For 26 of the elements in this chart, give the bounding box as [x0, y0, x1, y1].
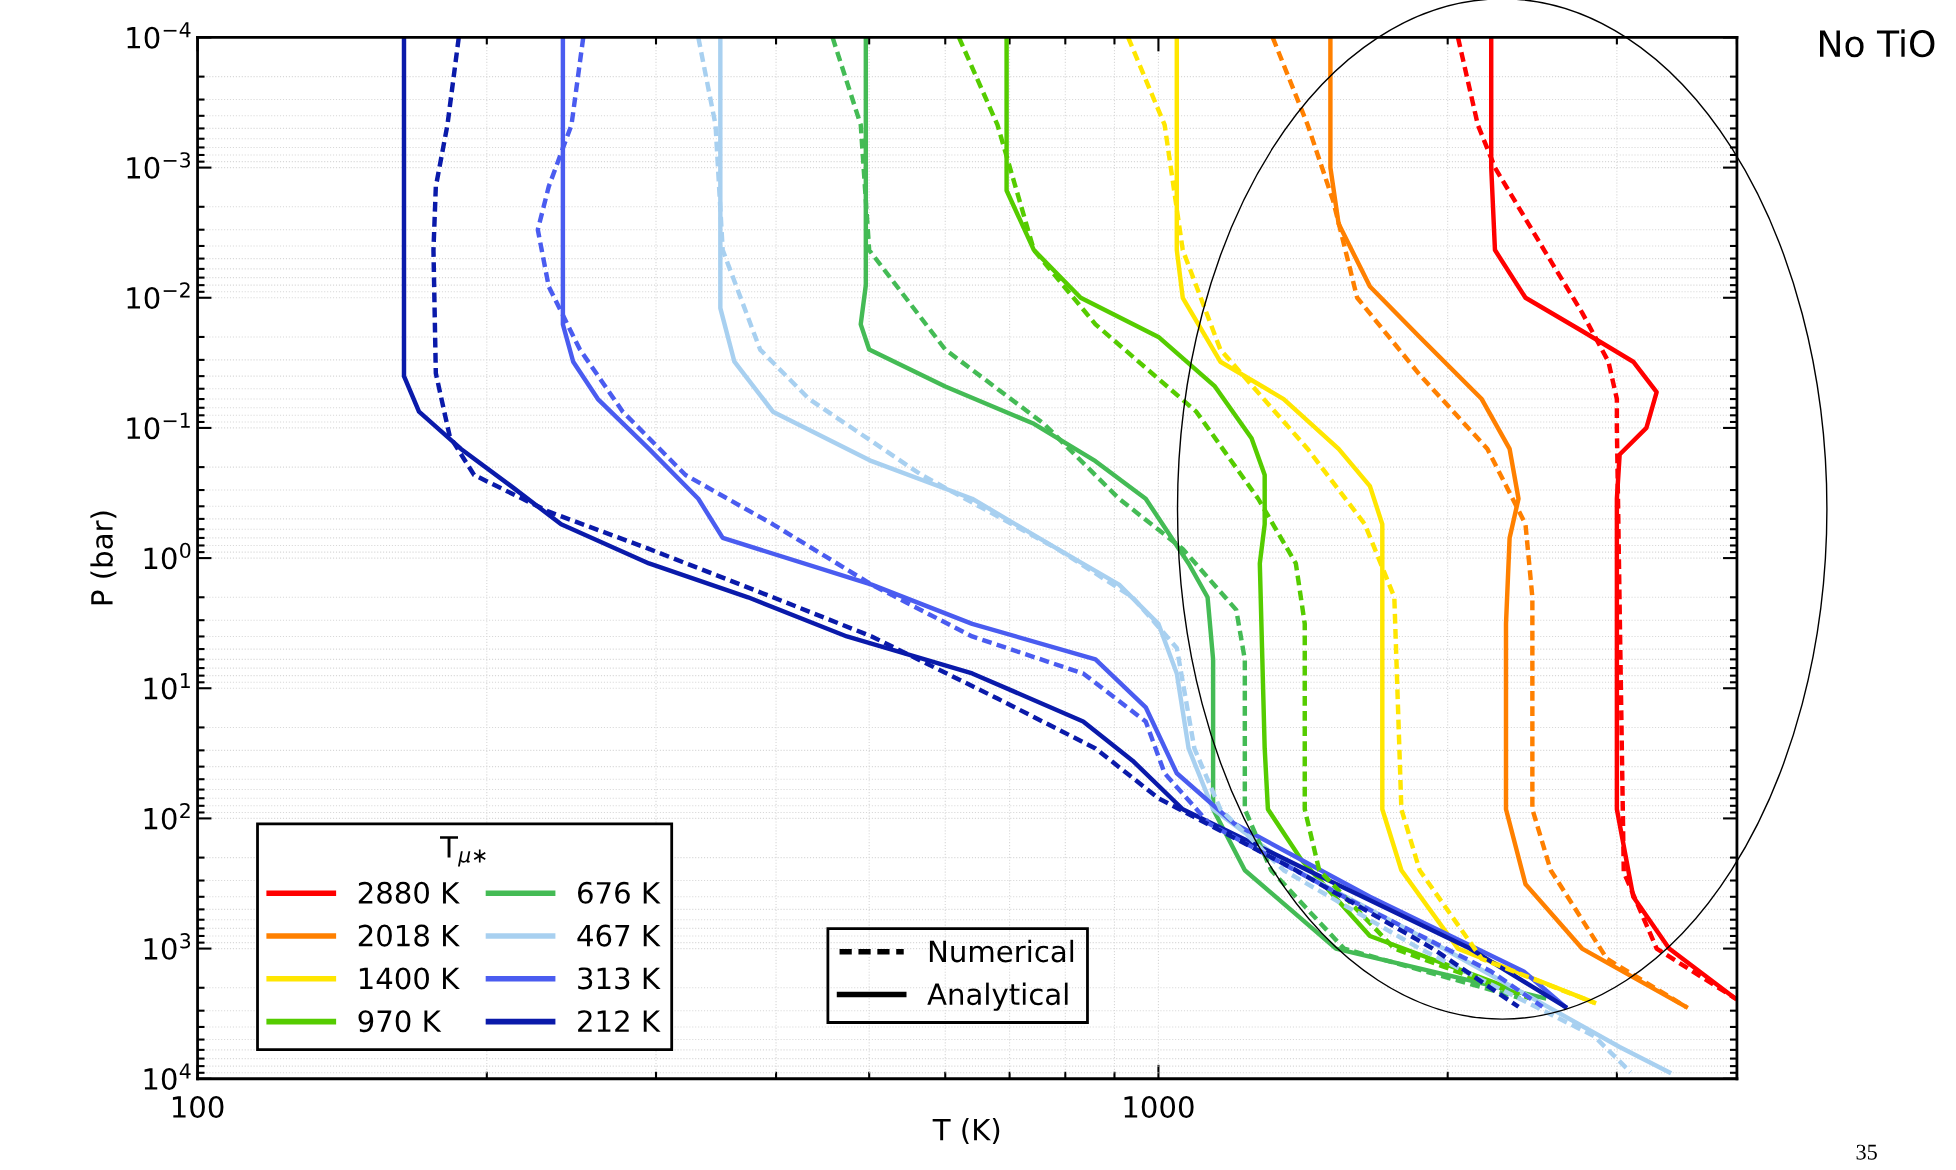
text: No TiO: [1820, 29, 1935, 58]
legend-label: 2880 K: [358, 881, 460, 904]
legend-label: 212 K: [578, 1010, 661, 1032]
y-tick-label: 10$^{3}$: [144, 933, 191, 960]
legend-title: T$_{μ∗}$: [440, 836, 486, 867]
legend-label: 970 K: [358, 1010, 442, 1033]
y-axis-title: P (bar): [90, 511, 117, 605]
y-tick-label: 10$^{1}$: [144, 673, 190, 700]
x-tick-label: 1000: [1124, 1095, 1194, 1118]
legend-label: 2018 K: [358, 924, 460, 947]
y-tick-label: 10$^{−4}$: [127, 22, 191, 49]
x-axis-title: T (K): [932, 1118, 1000, 1145]
annotation: Numerical: [929, 939, 1074, 963]
y-tick-label: 10$^{4}$: [144, 1063, 191, 1091]
y-tick-label: 10$^{−3}$: [127, 152, 191, 179]
legend-label: 313 K: [578, 967, 661, 990]
annotation: Analytical: [927, 982, 1068, 1011]
legend-label: 1400 K: [359, 967, 460, 990]
y-tick-label: 10$^{2}$: [144, 802, 190, 830]
y-tick-label: 10$^{−1}$: [127, 412, 190, 440]
legend-label: 676 K: [578, 881, 661, 904]
x-tick-label: 100: [172, 1095, 224, 1118]
y-tick-label: 10$^{−2}$: [127, 282, 190, 310]
legend-label: 467 K: [577, 924, 661, 947]
y-tick-label: 10$^{0}$: [144, 542, 191, 570]
text: 35: [1856, 1144, 1877, 1160]
